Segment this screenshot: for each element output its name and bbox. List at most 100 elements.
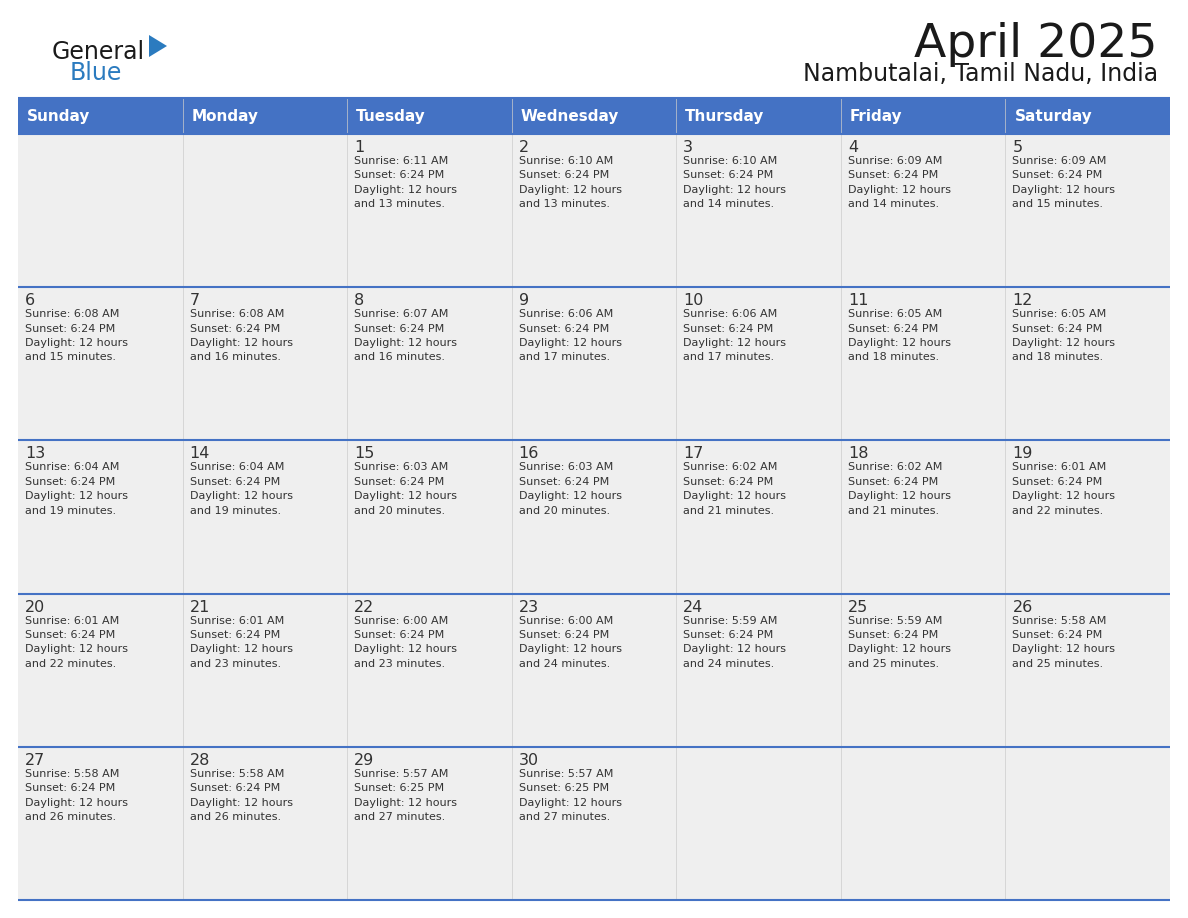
Bar [18, 441, 183, 594]
Text: 29: 29 [354, 753, 374, 767]
Bar [512, 134, 676, 287]
Text: April 2025: April 2025 [915, 22, 1158, 67]
Bar [183, 594, 347, 747]
Text: Sunday: Sunday [27, 108, 90, 124]
Text: Sunrise: 6:03 AM
Sunset: 6:24 PM
Daylight: 12 hours
and 20 minutes.: Sunrise: 6:03 AM Sunset: 6:24 PM Dayligh… [519, 463, 621, 516]
Text: Sunrise: 6:10 AM
Sunset: 6:24 PM
Daylight: 12 hours
and 14 minutes.: Sunrise: 6:10 AM Sunset: 6:24 PM Dayligh… [683, 156, 786, 209]
Text: 15: 15 [354, 446, 374, 462]
Text: Sunrise: 5:58 AM
Sunset: 6:24 PM
Daylight: 12 hours
and 26 minutes.: Sunrise: 5:58 AM Sunset: 6:24 PM Dayligh… [25, 768, 128, 822]
Text: 1: 1 [354, 140, 365, 155]
Bar [1005, 287, 1170, 441]
Text: Sunrise: 6:08 AM
Sunset: 6:24 PM
Daylight: 12 hours
and 16 minutes.: Sunrise: 6:08 AM Sunset: 6:24 PM Dayligh… [190, 309, 292, 363]
Text: Sunrise: 6:08 AM
Sunset: 6:24 PM
Daylight: 12 hours
and 15 minutes.: Sunrise: 6:08 AM Sunset: 6:24 PM Dayligh… [25, 309, 128, 363]
Bar [347, 287, 512, 441]
Bar [183, 287, 347, 441]
Bar [841, 441, 1005, 594]
Bar [841, 134, 1005, 287]
Text: Sunrise: 6:01 AM
Sunset: 6:24 PM
Daylight: 12 hours
and 23 minutes.: Sunrise: 6:01 AM Sunset: 6:24 PM Dayligh… [190, 616, 292, 669]
Text: 14: 14 [190, 446, 210, 462]
Bar [841, 594, 1005, 747]
Text: 5: 5 [1012, 140, 1023, 155]
Text: Sunrise: 6:02 AM
Sunset: 6:24 PM
Daylight: 12 hours
and 21 minutes.: Sunrise: 6:02 AM Sunset: 6:24 PM Dayligh… [683, 463, 786, 516]
Bar [841, 747, 1005, 900]
Text: General: General [52, 40, 145, 64]
Text: Monday: Monday [191, 108, 259, 124]
Bar [1005, 594, 1170, 747]
Text: Sunrise: 6:04 AM
Sunset: 6:24 PM
Daylight: 12 hours
and 19 minutes.: Sunrise: 6:04 AM Sunset: 6:24 PM Dayligh… [25, 463, 128, 516]
Text: Nambutalai, Tamil Nadu, India: Nambutalai, Tamil Nadu, India [803, 62, 1158, 86]
Text: Sunrise: 5:58 AM
Sunset: 6:24 PM
Daylight: 12 hours
and 25 minutes.: Sunrise: 5:58 AM Sunset: 6:24 PM Dayligh… [1012, 616, 1116, 669]
Text: Sunrise: 5:59 AM
Sunset: 6:24 PM
Daylight: 12 hours
and 24 minutes.: Sunrise: 5:59 AM Sunset: 6:24 PM Dayligh… [683, 616, 786, 669]
Text: 27: 27 [25, 753, 45, 767]
Bar [676, 441, 841, 594]
Text: 21: 21 [190, 599, 210, 614]
Bar [512, 287, 676, 441]
Bar [347, 594, 512, 747]
Text: Sunrise: 6:03 AM
Sunset: 6:24 PM
Daylight: 12 hours
and 20 minutes.: Sunrise: 6:03 AM Sunset: 6:24 PM Dayligh… [354, 463, 457, 516]
Text: Sunrise: 6:09 AM
Sunset: 6:24 PM
Daylight: 12 hours
and 15 minutes.: Sunrise: 6:09 AM Sunset: 6:24 PM Dayligh… [1012, 156, 1116, 209]
Text: Sunrise: 6:06 AM
Sunset: 6:24 PM
Daylight: 12 hours
and 17 minutes.: Sunrise: 6:06 AM Sunset: 6:24 PM Dayligh… [683, 309, 786, 363]
Bar [1005, 134, 1170, 287]
Bar [183, 134, 347, 287]
Text: Sunrise: 6:01 AM
Sunset: 6:24 PM
Daylight: 12 hours
and 22 minutes.: Sunrise: 6:01 AM Sunset: 6:24 PM Dayligh… [1012, 463, 1116, 516]
Bar [18, 287, 183, 441]
Polygon shape [148, 35, 168, 57]
Text: 12: 12 [1012, 293, 1032, 308]
Text: 8: 8 [354, 293, 365, 308]
Text: Saturday: Saturday [1015, 108, 1092, 124]
Bar [18, 747, 183, 900]
Text: 26: 26 [1012, 599, 1032, 614]
Bar [676, 747, 841, 900]
Bar [676, 594, 841, 747]
Bar [676, 134, 841, 287]
Text: 2: 2 [519, 140, 529, 155]
Text: 23: 23 [519, 599, 539, 614]
Text: Blue: Blue [70, 61, 122, 85]
Bar [1005, 747, 1170, 900]
Text: 28: 28 [190, 753, 210, 767]
Text: Sunrise: 6:00 AM
Sunset: 6:24 PM
Daylight: 12 hours
and 23 minutes.: Sunrise: 6:00 AM Sunset: 6:24 PM Dayligh… [354, 616, 457, 669]
Text: 13: 13 [25, 446, 45, 462]
Text: Sunrise: 6:10 AM
Sunset: 6:24 PM
Daylight: 12 hours
and 13 minutes.: Sunrise: 6:10 AM Sunset: 6:24 PM Dayligh… [519, 156, 621, 209]
Text: Sunrise: 6:00 AM
Sunset: 6:24 PM
Daylight: 12 hours
and 24 minutes.: Sunrise: 6:00 AM Sunset: 6:24 PM Dayligh… [519, 616, 621, 669]
Bar [512, 747, 676, 900]
Text: 24: 24 [683, 599, 703, 614]
Text: Wednesday: Wednesday [520, 108, 619, 124]
Bar [18, 594, 183, 747]
Text: 3: 3 [683, 140, 694, 155]
Text: 17: 17 [683, 446, 703, 462]
Text: Tuesday: Tuesday [356, 108, 425, 124]
Text: 19: 19 [1012, 446, 1032, 462]
Text: Sunrise: 6:11 AM
Sunset: 6:24 PM
Daylight: 12 hours
and 13 minutes.: Sunrise: 6:11 AM Sunset: 6:24 PM Dayligh… [354, 156, 457, 209]
Text: Sunrise: 6:05 AM
Sunset: 6:24 PM
Daylight: 12 hours
and 18 minutes.: Sunrise: 6:05 AM Sunset: 6:24 PM Dayligh… [848, 309, 950, 363]
Text: Sunrise: 5:58 AM
Sunset: 6:24 PM
Daylight: 12 hours
and 26 minutes.: Sunrise: 5:58 AM Sunset: 6:24 PM Dayligh… [190, 768, 292, 822]
Bar [347, 441, 512, 594]
Text: Sunrise: 6:07 AM
Sunset: 6:24 PM
Daylight: 12 hours
and 16 minutes.: Sunrise: 6:07 AM Sunset: 6:24 PM Dayligh… [354, 309, 457, 363]
Text: Sunrise: 6:06 AM
Sunset: 6:24 PM
Daylight: 12 hours
and 17 minutes.: Sunrise: 6:06 AM Sunset: 6:24 PM Dayligh… [519, 309, 621, 363]
Text: 16: 16 [519, 446, 539, 462]
Text: Friday: Friday [849, 108, 903, 124]
Bar [18, 98, 1170, 134]
Bar [347, 747, 512, 900]
Bar [1005, 441, 1170, 594]
Text: 25: 25 [848, 599, 868, 614]
Bar [841, 287, 1005, 441]
Text: 7: 7 [190, 293, 200, 308]
Text: Sunrise: 6:02 AM
Sunset: 6:24 PM
Daylight: 12 hours
and 21 minutes.: Sunrise: 6:02 AM Sunset: 6:24 PM Dayligh… [848, 463, 950, 516]
Text: Sunrise: 5:57 AM
Sunset: 6:25 PM
Daylight: 12 hours
and 27 minutes.: Sunrise: 5:57 AM Sunset: 6:25 PM Dayligh… [519, 768, 621, 822]
Text: Sunrise: 6:01 AM
Sunset: 6:24 PM
Daylight: 12 hours
and 22 minutes.: Sunrise: 6:01 AM Sunset: 6:24 PM Dayligh… [25, 616, 128, 669]
Text: 22: 22 [354, 599, 374, 614]
Text: Sunrise: 6:04 AM
Sunset: 6:24 PM
Daylight: 12 hours
and 19 minutes.: Sunrise: 6:04 AM Sunset: 6:24 PM Dayligh… [190, 463, 292, 516]
Bar [676, 287, 841, 441]
Bar [18, 134, 183, 287]
Text: 18: 18 [848, 446, 868, 462]
Text: Sunrise: 6:09 AM
Sunset: 6:24 PM
Daylight: 12 hours
and 14 minutes.: Sunrise: 6:09 AM Sunset: 6:24 PM Dayligh… [848, 156, 950, 209]
Bar [183, 747, 347, 900]
Text: 6: 6 [25, 293, 36, 308]
Bar [512, 594, 676, 747]
Bar [183, 441, 347, 594]
Text: Sunrise: 5:59 AM
Sunset: 6:24 PM
Daylight: 12 hours
and 25 minutes.: Sunrise: 5:59 AM Sunset: 6:24 PM Dayligh… [848, 616, 950, 669]
Bar [347, 134, 512, 287]
Text: Sunrise: 6:05 AM
Sunset: 6:24 PM
Daylight: 12 hours
and 18 minutes.: Sunrise: 6:05 AM Sunset: 6:24 PM Dayligh… [1012, 309, 1116, 363]
Text: Thursday: Thursday [685, 108, 765, 124]
